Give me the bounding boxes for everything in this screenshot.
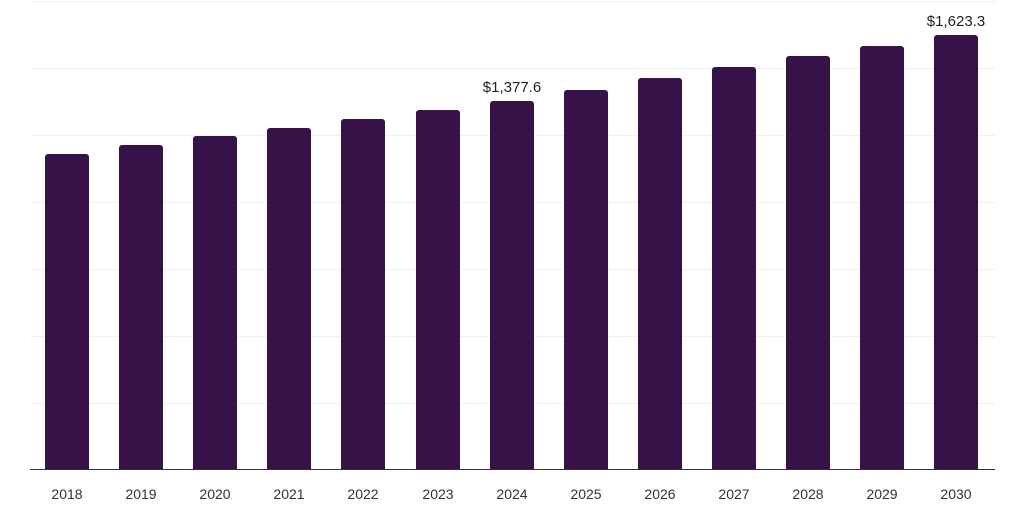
x-tick-label: 2018 — [51, 486, 83, 502]
bar-2023[interactable] — [416, 110, 460, 470]
x-tick-label: 2019 — [125, 486, 157, 502]
x-tick-label: 2030 — [940, 486, 972, 502]
bar-2030[interactable] — [934, 35, 978, 470]
bar-2027[interactable] — [712, 67, 756, 470]
x-tick-label: 2025 — [570, 486, 602, 502]
bar-2018[interactable] — [45, 154, 89, 470]
x-axis-line — [30, 469, 995, 470]
bar-2022[interactable] — [341, 119, 385, 470]
x-tick-label: 2027 — [718, 486, 750, 502]
bar-2019[interactable] — [119, 145, 163, 470]
bar-2020[interactable] — [193, 136, 237, 470]
x-tick-label: 2023 — [422, 486, 454, 502]
bar-2021[interactable] — [267, 128, 311, 470]
bar-2024[interactable] — [490, 101, 534, 470]
x-tick-label: 2026 — [644, 486, 676, 502]
x-tick-label: 2024 — [496, 486, 528, 502]
bar-2029[interactable] — [860, 46, 904, 470]
gridline — [30, 1, 995, 2]
data-label-2030: $1,623.3 — [926, 13, 986, 30]
x-tick-label: 2029 — [866, 486, 898, 502]
x-tick-label: 2021 — [273, 486, 305, 502]
data-label-2024: $1,377.6 — [482, 79, 542, 96]
bar-2025[interactable] — [564, 90, 608, 470]
x-tick-label: 2028 — [792, 486, 824, 502]
bar-2028[interactable] — [786, 56, 830, 470]
gridline — [30, 68, 995, 69]
bar-2026[interactable] — [638, 78, 682, 470]
x-tick-label: 2022 — [347, 486, 379, 502]
x-tick-label: 2020 — [199, 486, 231, 502]
